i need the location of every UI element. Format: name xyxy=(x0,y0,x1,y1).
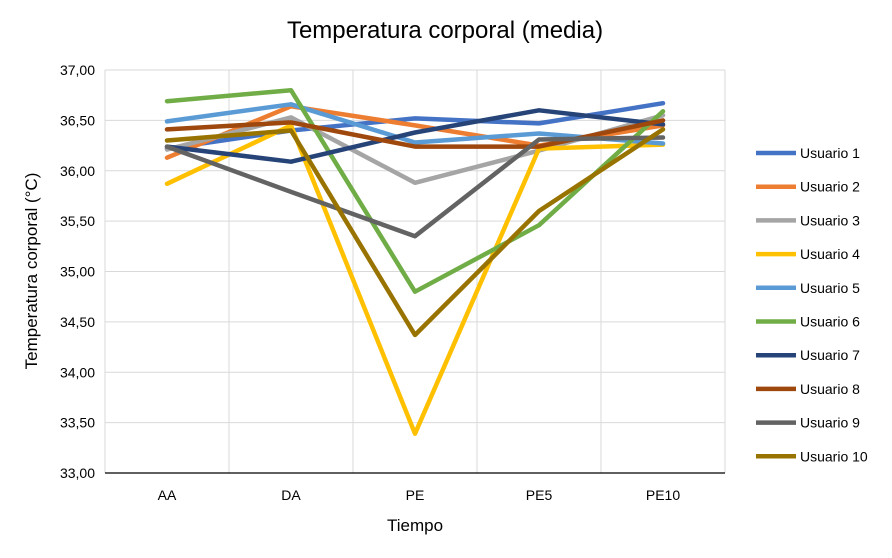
legend-label: Usuario 4 xyxy=(800,246,860,262)
x-tick-label: DA xyxy=(281,487,301,503)
y-axis-label: Temperatura corporal (°C) xyxy=(22,173,41,370)
y-tick-label: 33,00 xyxy=(60,465,95,481)
y-tick-label: 36,00 xyxy=(60,163,95,179)
series-line-usuario-6 xyxy=(164,87,666,294)
y-tick-label: 36,50 xyxy=(60,112,95,128)
legend-label: Usuario 8 xyxy=(800,381,860,397)
y-tick-label: 34,50 xyxy=(60,314,95,330)
legend-label: Usuario 2 xyxy=(800,179,860,195)
series-line-usuario-4 xyxy=(164,123,666,436)
series-line-usuario-9 xyxy=(164,135,666,239)
series-line-usuario-10 xyxy=(164,127,666,338)
legend: Usuario 1 Usuario 2 Usuario 3 Usuario 4 Usua… xyxy=(756,145,868,464)
y-tick-label: 34,00 xyxy=(60,364,95,380)
legend-label: Usuario 3 xyxy=(800,212,860,228)
legend-label: Usuario 1 xyxy=(800,145,860,161)
y-tick-label: 33,50 xyxy=(60,415,95,431)
x-tick-label: AA xyxy=(158,487,177,503)
legend-label: Usuario 5 xyxy=(800,280,860,296)
series-line-usuario-7 xyxy=(164,108,666,164)
x-tick-label: PE xyxy=(406,487,425,503)
axes: 33,00 33,50 34,00 34,50 35,00 35,50 36,00 36,50… xyxy=(60,62,725,503)
legend-label: Usuario 6 xyxy=(800,314,860,330)
x-tick-label: PE5 xyxy=(526,487,553,503)
chart-title: Temperatura corporal (media) xyxy=(287,17,603,44)
legend-label: Usuario 7 xyxy=(800,347,860,363)
x-tick-label: PE10 xyxy=(646,487,680,503)
y-tick-label: 37,00 xyxy=(60,62,95,78)
legend-label: Usuario 9 xyxy=(800,415,860,431)
y-tick-label: 35,00 xyxy=(60,264,95,280)
y-tick-label: 35,50 xyxy=(60,213,95,229)
x-axis-label: Tiempo xyxy=(387,516,443,535)
series-lines xyxy=(164,87,666,436)
legend-label: Usuario 10 xyxy=(800,448,868,464)
